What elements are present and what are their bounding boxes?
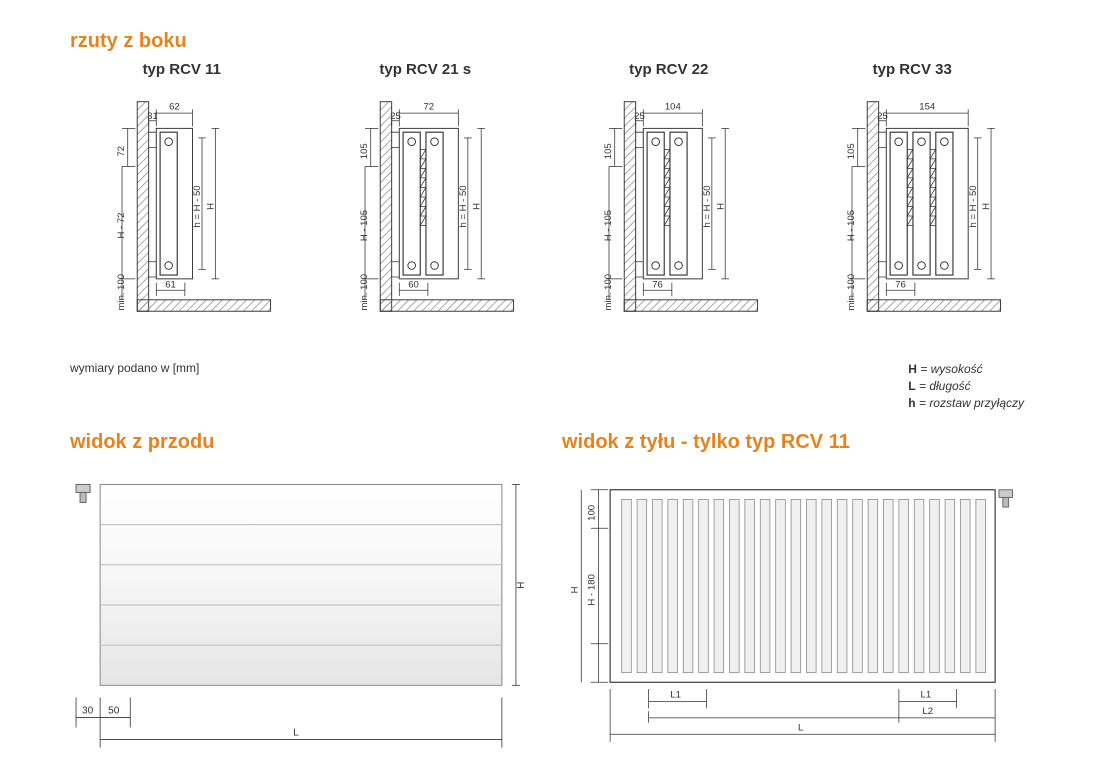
side-view-1: typ RCV 21 s 72 25 105 H - 1 [314, 61, 538, 346]
svg-text:H - 105: H - 105 [603, 210, 614, 241]
svg-text:31: 31 [147, 111, 158, 122]
front-view-title: widok z przodu [70, 431, 532, 454]
svg-text:154: 154 [920, 101, 937, 112]
legend-l: L = długość [908, 378, 1024, 395]
legend: H = wysokość L = długość h = rozstaw prz… [908, 361, 1024, 411]
side-diagram: 104 25 105 H - 105 min. 100 76 h = H - 5… [569, 86, 769, 346]
svg-text:72: 72 [116, 146, 127, 157]
dimensions-note: wymiary podano w [mm] [70, 361, 199, 411]
svg-text:60: 60 [409, 279, 420, 290]
svg-text:min. 100: min. 100 [359, 274, 370, 311]
side-diagram: 62 31 72 H - 72 min. 100 61 h = H - 50 H [82, 86, 282, 346]
svg-text:H: H [981, 203, 992, 210]
notes-row: wymiary podano w [mm] H = wysokość L = d… [70, 361, 1024, 411]
svg-text:105: 105 [846, 143, 857, 159]
side-view-3: typ RCV 33 154 25 105 H - 10 [801, 61, 1025, 346]
type-label: typ RCV 11 [143, 61, 221, 78]
svg-text:H - 180: H - 180 [587, 574, 598, 606]
front-view-diagram: H 30 50 L [70, 462, 532, 762]
type-label: typ RCV 21 s [379, 61, 471, 78]
svg-text:50: 50 [108, 706, 120, 717]
svg-text:H: H [516, 582, 527, 589]
svg-text:H: H [205, 203, 216, 210]
svg-text:25: 25 [877, 111, 888, 122]
svg-text:h = H - 50: h = H - 50 [458, 185, 469, 227]
side-diagram: 154 25 105 H - 105 min. 100 76 h = H - 5… [812, 86, 1012, 346]
svg-text:76: 76 [896, 279, 907, 290]
side-view-2: typ RCV 22 104 25 105 H - 10 [557, 61, 781, 346]
svg-text:25: 25 [634, 111, 645, 122]
svg-text:H - 72: H - 72 [116, 213, 127, 239]
svg-text:h = H - 50: h = H - 50 [192, 185, 203, 227]
svg-text:100: 100 [587, 505, 598, 521]
svg-text:L: L [293, 728, 299, 739]
svg-text:105: 105 [359, 143, 370, 159]
svg-text:30: 30 [82, 706, 94, 717]
type-label: typ RCV 22 [629, 61, 708, 78]
side-diagram: 72 25 105 H - 105 min. 100 60 h = H - 50… [325, 86, 525, 346]
svg-text:min. 100: min. 100 [846, 274, 857, 311]
svg-text:25: 25 [390, 111, 401, 122]
svg-text:76: 76 [652, 279, 663, 290]
svg-text:105: 105 [603, 143, 614, 159]
svg-text:min. 100: min. 100 [116, 274, 127, 311]
svg-text:H: H [569, 587, 580, 594]
svg-text:h = H - 50: h = H - 50 [702, 185, 713, 227]
back-view-diagram: 100 H - 180 H L1 L1 L2 L [562, 462, 1024, 762]
bottom-row: widok z przodu H [70, 431, 1024, 767]
svg-text:h = H - 50: h = H - 50 [968, 185, 979, 227]
side-views-title: rzuty z boku [70, 30, 1024, 53]
svg-text:61: 61 [165, 279, 176, 290]
front-view-block: widok z przodu H [70, 431, 532, 767]
back-view-block: widok z tyłu - tylko typ RCV 11 100 H - … [562, 431, 1024, 767]
svg-text:min. 100: min. 100 [603, 274, 614, 311]
svg-text:H - 105: H - 105 [846, 210, 857, 241]
type-label: typ RCV 33 [873, 61, 952, 78]
svg-text:H: H [472, 203, 483, 210]
svg-text:72: 72 [424, 101, 435, 112]
legend-h: H = wysokość [908, 361, 1024, 378]
legend-hl: h = rozstaw przyłączy [908, 395, 1024, 412]
svg-text:62: 62 [169, 101, 180, 112]
svg-text:L2: L2 [922, 706, 933, 717]
side-views-row: typ RCV 11 62 31 72 H - 72 [70, 61, 1024, 346]
svg-text:H - 105: H - 105 [359, 210, 370, 241]
side-view-0: typ RCV 11 62 31 72 H - 72 [70, 61, 294, 346]
svg-text:L1: L1 [920, 690, 931, 701]
svg-text:H: H [715, 203, 726, 210]
svg-text:L1: L1 [670, 690, 681, 701]
svg-text:L: L [798, 723, 804, 734]
svg-text:104: 104 [665, 101, 682, 112]
back-view-title: widok z tyłu - tylko typ RCV 11 [562, 431, 1024, 454]
